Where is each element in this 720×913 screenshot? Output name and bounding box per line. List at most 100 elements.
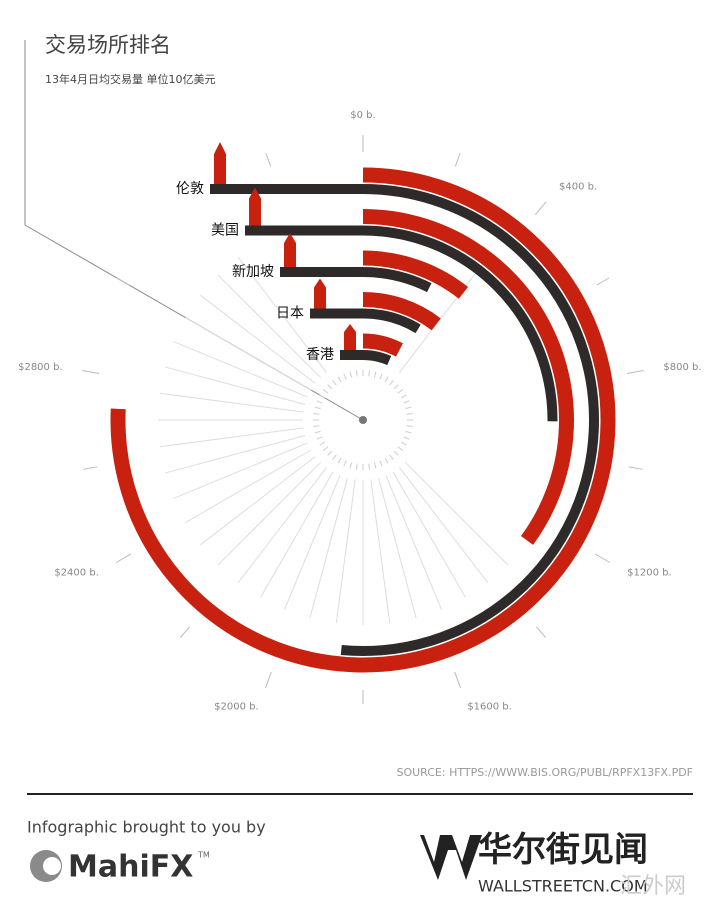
leader-bar — [280, 267, 363, 277]
inner-dash — [337, 457, 342, 464]
minor-tick — [116, 277, 130, 286]
plot: $0 b. $400 b. $800 b. $1200 b. $1600 b. $2000… — [18, 110, 701, 713]
spoke — [159, 392, 304, 413]
inner-dash — [400, 441, 407, 446]
inner-dash — [332, 454, 337, 460]
tick-label: $0 b. — [350, 110, 375, 121]
inner-dash — [319, 394, 326, 399]
inner-dash — [379, 460, 383, 467]
spoke — [335, 479, 356, 624]
radial-bar — [110, 167, 616, 673]
tick-mark — [534, 201, 547, 216]
inner-dash — [384, 457, 389, 464]
spoke — [370, 479, 391, 624]
sponsor: MahiFX — [68, 850, 193, 885]
inner-dash — [393, 450, 399, 456]
leader-bar — [340, 350, 363, 360]
inner-dash — [397, 446, 403, 451]
spoke — [237, 257, 327, 373]
inner-dash — [368, 370, 371, 377]
inner-dash — [397, 389, 403, 394]
radial-bar — [362, 333, 403, 357]
minor-tick — [180, 626, 190, 638]
inner-dash — [406, 425, 413, 428]
tick-mark — [115, 553, 132, 563]
inner-dash — [314, 430, 321, 434]
spoke — [399, 257, 489, 373]
landmark-icon — [214, 142, 226, 184]
radial-bar — [362, 267, 432, 293]
landmark-icon — [344, 324, 356, 350]
spoke — [399, 467, 489, 583]
center-dot — [359, 416, 367, 424]
inner-dash — [373, 371, 377, 378]
inner-dash — [400, 394, 407, 399]
minor-tick — [265, 152, 272, 167]
tick-mark — [594, 553, 611, 563]
radial-bar — [362, 225, 558, 422]
inner-dash — [405, 406, 412, 410]
source: SOURCE: HTTPS://WWW.BIS.ORG/PUBL/RPFX13F… — [396, 766, 693, 779]
inner-dash — [343, 460, 347, 467]
spoke — [159, 427, 304, 448]
leader-bar — [245, 225, 363, 236]
spoke — [378, 477, 417, 619]
radial-bar — [362, 209, 574, 545]
radial-bar — [362, 292, 441, 331]
chart-title: 交易场所排名 — [45, 33, 171, 57]
tick-label: $1200 b. — [627, 568, 672, 579]
spoke — [185, 449, 312, 523]
category-label: 伦敦 — [176, 181, 204, 197]
tick-label: $2400 b. — [54, 568, 99, 579]
spoke — [237, 467, 327, 583]
radial-bar — [362, 350, 392, 366]
inner-dash — [355, 370, 358, 377]
brand-url: WALLSTREETCN.COM — [478, 877, 648, 896]
leader-bar — [310, 308, 363, 319]
inner-dash — [349, 371, 353, 378]
category-label: 美国 — [211, 223, 239, 239]
tick-label: $2000 b. — [214, 702, 259, 713]
minor-tick — [536, 626, 546, 638]
inner-dash — [319, 441, 326, 446]
minor-tick — [454, 152, 461, 167]
inner-dash — [337, 376, 342, 383]
brand: 华尔街见闻 — [478, 830, 648, 870]
spoke — [164, 435, 306, 474]
landmark-icon — [314, 278, 326, 309]
inner-dash — [403, 400, 410, 404]
spoke — [200, 456, 316, 546]
spoke — [260, 471, 334, 598]
inner-dash — [323, 446, 329, 451]
spoke — [173, 442, 308, 499]
spoke — [173, 341, 308, 398]
spoke — [309, 477, 348, 619]
spoke — [200, 294, 316, 384]
spoke — [385, 475, 442, 610]
leader-bar — [210, 184, 363, 194]
tick-label: $1600 b. — [467, 702, 512, 713]
inner-dash — [389, 380, 394, 386]
inner-dash — [368, 463, 371, 470]
sponsor-logo-inner — [43, 857, 61, 875]
inner-dash — [327, 450, 333, 456]
inner-dash — [327, 384, 333, 390]
inner-dash — [355, 463, 358, 470]
credit: Infographic brought to you by — [27, 818, 266, 837]
spoke — [185, 317, 312, 391]
category-label: 新加坡 — [232, 264, 274, 280]
tick-mark — [82, 370, 100, 374]
tick-mark — [265, 671, 272, 688]
watermark: 汇外网 — [620, 874, 686, 899]
tick-label: $800 b. — [663, 362, 701, 373]
trademark: TM — [197, 851, 210, 860]
inner-dash — [323, 389, 329, 394]
spoke — [217, 274, 321, 378]
brand-logo — [405, 835, 482, 880]
inner-dash — [403, 436, 410, 440]
inner-dash — [316, 400, 323, 404]
inner-dash — [406, 412, 413, 415]
minor-tick — [83, 466, 98, 470]
spoke — [164, 366, 306, 405]
